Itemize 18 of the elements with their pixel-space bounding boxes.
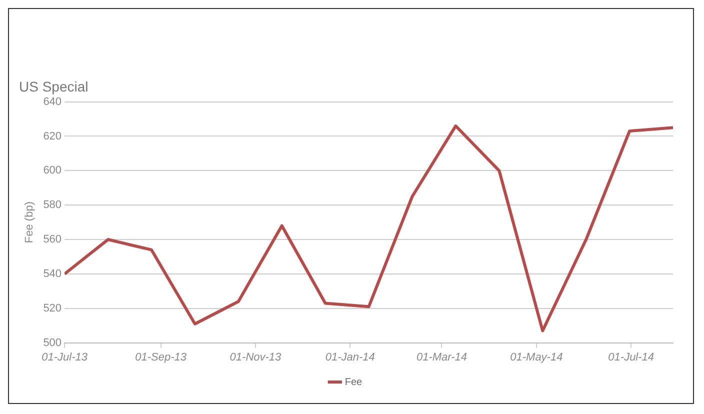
x-tick-label: 01-Jan-14 [325, 351, 375, 364]
x-tick-label: 01-Jul-14 [608, 351, 654, 364]
x-tick-label: 01-May-14 [510, 351, 563, 364]
y-tick-label: 520 [43, 302, 62, 314]
x-tick-label: 01-Nov-13 [230, 351, 282, 364]
y-tick-label: 560 [43, 234, 62, 246]
chart-title: US Special [19, 78, 88, 94]
y-tick-label: 540 [43, 268, 62, 280]
y-tick-label: 580 [43, 199, 62, 212]
y-tick-label: 500 [43, 336, 62, 349]
legend-label: Fee [344, 376, 363, 388]
y-tick-label: 620 [43, 130, 62, 142]
y-tick-label: 640 [43, 96, 62, 108]
x-tick-label: 01-Sep-13 [135, 351, 188, 364]
y-axis-title: Fee (bp) [24, 202, 36, 244]
y-tick-label: 600 [43, 164, 62, 177]
x-tick-label: 01-Jul-13 [42, 351, 88, 364]
x-tick-label: 01-Mar-14 [416, 351, 467, 364]
